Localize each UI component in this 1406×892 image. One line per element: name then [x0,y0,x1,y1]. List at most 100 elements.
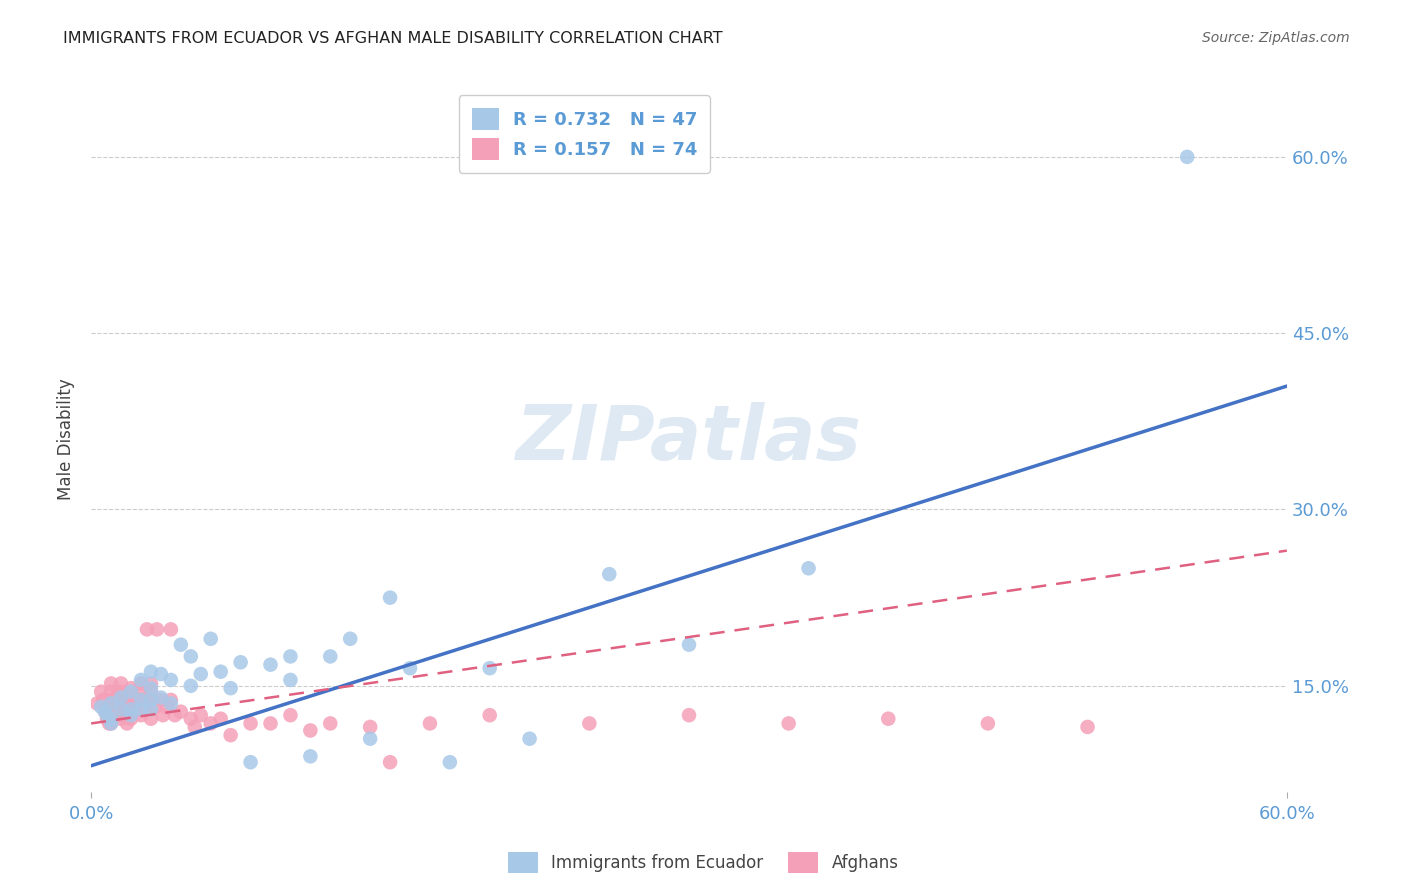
Point [339,632,361,646]
Point [399,661,422,675]
Text: IMMIGRANTS FROM ECUADOR VS AFGHAN MALE DISABILITY CORRELATION CHART: IMMIGRANTS FROM ECUADOR VS AFGHAN MALE D… [63,31,723,46]
Point [259,716,281,731]
Point [378,591,401,605]
Point [180,712,202,726]
Point [359,731,381,746]
Point [139,684,162,698]
Point [219,728,242,742]
Point [129,676,152,690]
Point [91,693,114,707]
Point [120,702,142,716]
Point [114,697,136,711]
Point [678,638,700,652]
Point [120,688,142,702]
Point [439,755,461,769]
Point [209,665,232,679]
Point [120,700,142,714]
Point [149,690,172,705]
Point [100,708,122,723]
Point [108,708,131,723]
Point [94,705,117,719]
Point [797,561,820,575]
Point [110,676,132,690]
Point [100,712,122,726]
Point [139,712,162,726]
Point [977,716,1000,731]
Legend: Immigrants from Ecuador, Afghans: Immigrants from Ecuador, Afghans [501,846,905,880]
Point [90,684,112,698]
Point [219,681,242,695]
Point [139,702,162,716]
Point [190,708,212,723]
Point [299,749,322,764]
Point [180,649,202,664]
Point [280,708,302,723]
Point [129,673,152,687]
Point [100,716,122,731]
Point [152,708,174,723]
Point [160,623,183,637]
Point [139,681,162,695]
Point [143,700,166,714]
Point [160,693,183,707]
Point [378,755,401,769]
Y-axis label: Male Disability: Male Disability [58,378,75,500]
Point [110,693,132,707]
Point [115,688,138,702]
Point [129,693,152,707]
Point [359,720,381,734]
Point [129,684,152,698]
Text: ZIPatlas: ZIPatlas [516,402,862,476]
Point [229,655,252,669]
Point [598,567,620,582]
Point [239,755,262,769]
Point [110,684,132,698]
Point [319,716,342,731]
Point [280,673,302,687]
Point [134,700,156,714]
Point [678,708,700,723]
Point [129,708,152,723]
Point [110,690,132,705]
Point [120,684,142,698]
Point [104,697,127,711]
Point [319,649,342,664]
Point [149,693,172,707]
Point [120,712,142,726]
Point [419,716,441,731]
Point [200,716,222,731]
Point [299,723,322,738]
Point [110,702,132,716]
Legend: R = 0.732   N = 47, R = 0.157   N = 74: R = 0.732 N = 47, R = 0.157 N = 74 [458,95,710,173]
Point [209,712,232,726]
Point [280,649,302,664]
Point [478,661,501,675]
Point [105,688,128,702]
Point [1175,150,1198,164]
Point [877,712,900,726]
Point [112,705,135,719]
Point [156,700,179,714]
Point [110,700,132,714]
Point [239,716,262,731]
Point [180,679,202,693]
Point [120,681,142,695]
Point [100,700,122,714]
Point [129,702,152,716]
Point [163,708,186,723]
Point [1077,720,1099,734]
Point [96,700,118,714]
Point [190,667,212,681]
Point [170,638,193,652]
Point [200,632,222,646]
Point [129,693,152,707]
Point [90,700,112,714]
Point [100,684,122,698]
Point [115,716,138,731]
Point [96,712,118,726]
Point [86,697,108,711]
Point [100,697,122,711]
Point [100,676,122,690]
Point [778,716,800,731]
Point [118,708,141,723]
